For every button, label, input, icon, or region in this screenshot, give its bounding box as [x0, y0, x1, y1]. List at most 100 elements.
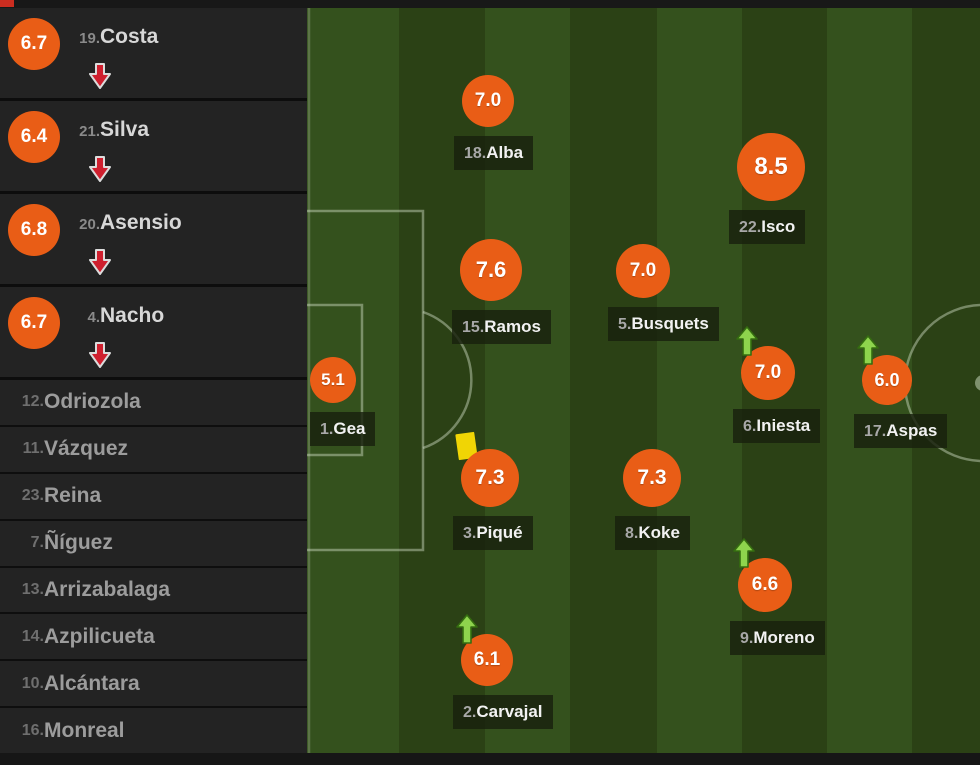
player-number: 5.	[618, 316, 632, 333]
subbed-on-arrow-icon	[456, 614, 478, 644]
player-name-label[interactable]: 18.Alba	[454, 136, 534, 170]
player-name-label[interactable]: 9.Moreno	[730, 621, 825, 655]
player-rating-badge: 6.7	[8, 297, 60, 349]
player-name: Monreal	[44, 718, 125, 742]
subbed-out-row[interactable]: 6.8 20.Asensio	[0, 194, 307, 287]
player-number: 7.	[30, 534, 44, 552]
subbed-off-arrow-icon	[89, 249, 111, 275]
player-number: 13.	[21, 580, 44, 598]
subbed-on-arrow-icon	[733, 538, 755, 568]
player-number: 21.	[79, 123, 100, 140]
player-name-label[interactable]: 3.Piqué	[453, 516, 533, 550]
player-rating-badge[interactable]: 7.3	[623, 449, 681, 507]
player-name: Vázquez	[44, 437, 129, 461]
player-name: Moreno	[753, 628, 815, 647]
player-name: Piqué	[476, 523, 523, 542]
bench-row[interactable]: 13. Arrizabalaga	[0, 568, 307, 615]
subbed-off-arrow-icon	[89, 63, 111, 89]
player-name-line: 21.Silva	[75, 118, 149, 142]
bench-row[interactable]: 12. Odriozola	[0, 380, 307, 427]
player-name-label[interactable]: 5.Busquets	[608, 307, 719, 341]
subbed-out-row[interactable]: 6.7 4.Nacho	[0, 287, 307, 380]
subbed-on-arrow-icon	[857, 335, 879, 365]
player-name: Costa	[100, 25, 159, 48]
player-name-line: 20.Asensio	[75, 211, 182, 235]
player-name: Aspas	[886, 421, 938, 440]
player-number: 12.	[21, 393, 44, 411]
player-number: 20.	[79, 216, 100, 233]
player-name: Koke	[638, 523, 680, 542]
player-rating-badge[interactable]: 7.3	[461, 449, 519, 507]
player-number: 9.	[740, 630, 754, 647]
live-indicator	[0, 0, 14, 7]
subbed-out-list: 6.7 19.Costa 6.4 21.Silva 6.8 20.Asensio…	[0, 8, 307, 380]
player-rating-badge: 6.4	[8, 111, 60, 163]
player-number: 3.	[463, 525, 477, 542]
player-name: Iniesta	[756, 416, 811, 435]
player-number: 4.	[87, 309, 100, 326]
player-rating-badge[interactable]: 7.0	[462, 75, 514, 127]
player-name-label[interactable]: 15.Ramos	[452, 310, 551, 344]
player-name: Busquets	[631, 314, 709, 333]
subbed-out-row[interactable]: 6.7 19.Costa	[0, 8, 307, 101]
football-pitch: 5.1 1.Gea 7.0 18.Alba 8.5 22.Isco 7.6 15…	[307, 8, 980, 753]
player-rating-badge: 6.7	[8, 18, 60, 70]
player-number: 18.	[464, 145, 487, 162]
penalty-arc	[422, 310, 473, 450]
player-number: 8.	[625, 525, 639, 542]
player-name: Isco	[761, 217, 796, 236]
bench-row[interactable]: 11. Vázquez	[0, 427, 307, 474]
player-name: Alba	[486, 143, 524, 162]
player-name: Asensio	[100, 211, 182, 234]
player-number: 11.	[22, 440, 44, 458]
player-name-label[interactable]: 22.Isco	[729, 210, 806, 244]
player-rating-badge[interactable]: 7.6	[460, 239, 522, 301]
player-name-line: 4.Nacho	[75, 304, 164, 328]
player-name-line: 19.Costa	[75, 25, 158, 49]
player-rating-badge[interactable]: 7.0	[616, 244, 670, 298]
player-name: Gea	[333, 419, 366, 438]
bench-row[interactable]: 16. Monreal	[0, 708, 307, 753]
player-name-label[interactable]: 2.Carvajal	[453, 695, 553, 729]
player-name: Arrizabalaga	[44, 577, 171, 601]
player-name: Alcántara	[44, 671, 140, 695]
player-name: Ramos	[484, 317, 541, 336]
player-number: 19.	[79, 30, 100, 47]
player-name: Silva	[100, 118, 150, 141]
subbed-off-arrow-icon	[89, 342, 111, 368]
player-name: Reina	[44, 484, 102, 508]
player-name: Azpilicueta	[44, 624, 155, 648]
player-number: 22.	[739, 219, 762, 236]
player-name-label[interactable]: 17.Aspas	[854, 414, 948, 448]
player-name: Carvajal	[476, 702, 543, 721]
player-number: 6.	[743, 418, 757, 435]
players-layer: 5.1 1.Gea 7.0 18.Alba 8.5 22.Isco 7.6 15…	[307, 8, 980, 753]
player-name: Nacho	[100, 304, 165, 327]
bench-row[interactable]: 7. Ñíguez	[0, 521, 307, 568]
bench-row[interactable]: 14. Azpilicueta	[0, 614, 307, 662]
player-name-label[interactable]: 1.Gea	[310, 412, 376, 446]
subbed-out-row[interactable]: 6.4 21.Silva	[0, 101, 307, 194]
center-spot	[975, 375, 980, 391]
player-number: 16.	[21, 721, 44, 739]
player-rating-badge[interactable]: 5.1	[310, 357, 356, 403]
bench-sidebar: 6.7 19.Costa 6.4 21.Silva 6.8 20.Asensio…	[0, 8, 307, 753]
player-rating-badge: 6.8	[8, 204, 60, 256]
bench-list: 12. Odriozola 11. Vázquez 23. Reina 7. Ñígue…	[0, 380, 307, 753]
player-number: 23.	[21, 487, 44, 505]
subbed-on-arrow-icon	[736, 326, 758, 356]
player-number: 15.	[462, 319, 485, 336]
player-name: Ñíguez	[44, 531, 113, 555]
bench-row[interactable]: 23. Reina	[0, 474, 307, 521]
player-name-label[interactable]: 8.Koke	[615, 516, 690, 550]
player-rating-badge[interactable]: 8.5	[737, 133, 805, 201]
player-number: 17.	[864, 423, 887, 440]
player-number: 2.	[463, 704, 477, 721]
bench-row[interactable]: 10. Alcántara	[0, 661, 307, 709]
subbed-off-arrow-icon	[89, 156, 111, 182]
player-name-label[interactable]: 6.Iniesta	[733, 409, 821, 443]
bottom-bar	[0, 753, 980, 765]
penalty-box	[307, 209, 425, 552]
player-number: 10.	[21, 674, 44, 692]
